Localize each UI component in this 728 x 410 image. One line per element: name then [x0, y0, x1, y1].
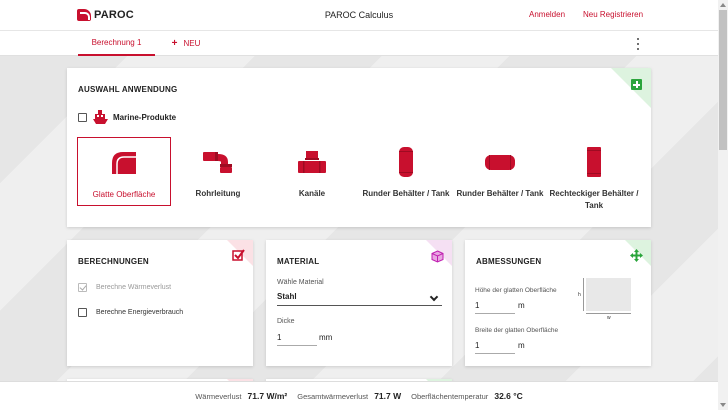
paroc-logo-icon — [77, 9, 91, 21]
thickness-input[interactable]: 1 — [277, 330, 317, 346]
page-scrollbar[interactable] — [718, 0, 728, 410]
app-rohrleitung[interactable]: Rohrleitung — [171, 137, 265, 206]
tab-berechnung-1[interactable]: Berechnung 1 — [78, 31, 155, 56]
checkbox-check-icon — [232, 249, 245, 261]
tab-label: NEU — [183, 39, 201, 48]
card-abmessungen: ABMESSUNGEN Höhe der glatten Oberfläche … — [465, 240, 651, 366]
app-label: Rechteckiger Behälter / Tank — [549, 189, 639, 210]
kebab-menu-icon[interactable] — [634, 38, 642, 50]
option-label: Berechne Energieverbrauch — [96, 309, 184, 316]
card-auswahl-anwendung: AUSWAHL ANWENDUNG Marine-Produkte Glatte… — [67, 68, 651, 227]
heat-loss-result: Wärmeverlust 71.7 W/m² — [195, 391, 287, 401]
top-bar: PAROC PAROC Calculus Anmelden Neu Regist… — [0, 0, 718, 31]
card-material: MATERIAL Wähle Material Stahl Dicke 1 mm — [266, 240, 452, 366]
app-kanaele[interactable]: Kanäle — [265, 137, 359, 206]
surface-temp-value: 32.6 °C — [494, 391, 523, 401]
plus-icon: + — [171, 38, 178, 49]
ship-icon — [93, 110, 108, 124]
app-label: Rohrleitung — [195, 189, 241, 198]
height-line — [583, 278, 584, 311]
diagram-h-label: h — [578, 292, 581, 298]
total-heat-loss-label: Gesamtwärmeverlust — [297, 392, 369, 401]
scroll-down-arrow-icon[interactable] — [720, 403, 726, 407]
width-line — [586, 313, 631, 314]
scrollbar-thumb[interactable] — [719, 10, 727, 150]
app-rechteckiger-behaelter[interactable]: Rechteckiger Behälter / Tank — [547, 137, 641, 210]
tab-label: Berechnung 1 — [91, 38, 142, 47]
dimension-diagram: h w — [578, 278, 635, 321]
app-label: Runder Behälter / Tank — [456, 189, 544, 198]
total-heat-loss-result: Gesamtwärmeverlust 71.7 W — [297, 391, 401, 401]
material-select-value: Stahl — [277, 292, 297, 301]
height-label: Höhe der glatten Oberfläche — [475, 287, 557, 294]
chevron-down-icon — [429, 292, 439, 302]
heat-loss-label: Wärmeverlust — [195, 392, 242, 401]
tab-new[interactable]: + NEU — [166, 31, 206, 56]
app-label: Runder Behälter / Tank — [362, 189, 450, 198]
horizontal-tank-icon — [485, 155, 515, 170]
card-title: MATERIAL — [277, 257, 320, 266]
card-title: ABMESSUNGEN — [476, 257, 542, 266]
energieverbrauch-checkbox[interactable] — [78, 308, 87, 317]
cube-icon — [431, 250, 444, 263]
rectangular-tank-icon — [587, 147, 601, 177]
app-runder-behaelter-vertikal[interactable]: Runder Behälter / Tank — [359, 137, 453, 206]
register-link[interactable]: Neu Registrieren — [583, 10, 644, 19]
paroc-logo[interactable]: PAROC — [77, 9, 134, 21]
thickness-unit: mm — [319, 333, 333, 342]
width-input[interactable]: 1 — [475, 338, 515, 354]
corner-decoration — [227, 240, 253, 266]
pipe-icon — [203, 152, 232, 173]
surface-box — [586, 278, 631, 311]
width-unit: m — [518, 341, 525, 350]
login-link[interactable]: Anmelden — [529, 10, 566, 19]
move-arrows-icon — [630, 249, 643, 262]
card-berechnungen: BERECHNUNGEN Berechne Wärmeverlust Berec… — [67, 240, 253, 366]
material-select-label: Wähle Material — [277, 279, 324, 286]
surface-temp-result: Oberflächentemperatur 32.6 °C — [411, 391, 523, 401]
scroll-up-arrow-icon[interactable] — [720, 3, 726, 7]
diagram-w-label: w — [607, 315, 611, 321]
heat-loss-value: 71.7 W/m² — [247, 391, 288, 401]
tab-bar: Berechnung 1 + NEU — [0, 31, 718, 56]
duct-icon — [298, 151, 326, 173]
corner-decoration — [625, 240, 651, 266]
card-title: AUSWAHL ANWENDUNG — [78, 85, 178, 94]
plus-square-icon[interactable] — [631, 79, 642, 90]
app-glatte-oberflaeche[interactable]: Glatte Oberfläche — [77, 137, 171, 206]
app-runder-behaelter-horizontal[interactable]: Runder Behälter / Tank — [453, 137, 547, 206]
height-unit: m — [518, 301, 525, 310]
option-energieverbrauch[interactable]: Berechne Energieverbrauch — [78, 308, 183, 317]
waermeverlust-checkbox[interactable] — [78, 283, 87, 292]
height-input[interactable]: 1 — [475, 298, 515, 314]
vertical-tank-icon — [399, 147, 413, 177]
card-title: BERECHNUNGEN — [78, 257, 149, 266]
flat-surface-icon — [112, 152, 136, 174]
width-label: Breite der glatten Oberfläche — [475, 327, 559, 334]
surface-temp-label: Oberflächentemperatur — [411, 392, 489, 401]
marine-products-label: Marine-Produkte — [113, 113, 177, 122]
option-waermeverlust[interactable]: Berechne Wärmeverlust — [78, 283, 171, 292]
material-select[interactable]: Stahl — [277, 290, 442, 306]
app-label: Kanäle — [298, 189, 326, 198]
total-heat-loss-value: 71.7 W — [374, 391, 402, 401]
thickness-label: Dicke — [277, 318, 295, 325]
marine-products-checkbox[interactable] — [78, 113, 87, 122]
app-label: Glatte Oberfläche — [92, 190, 156, 199]
logo-text: PAROC — [94, 9, 134, 21]
option-label: Berechne Wärmeverlust — [96, 284, 172, 291]
results-footer: Wärmeverlust 71.7 W/m² Gesamtwärmeverlus… — [0, 381, 718, 410]
app-title: PAROC Calculus — [324, 10, 394, 20]
